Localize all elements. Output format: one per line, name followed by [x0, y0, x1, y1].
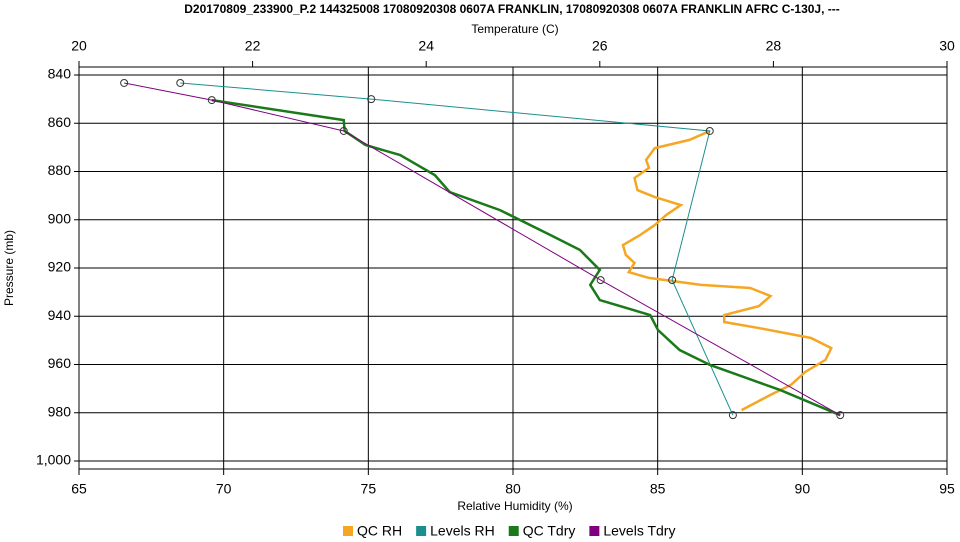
y-tick-label: 960: [48, 355, 72, 371]
point-marker: [367, 95, 376, 104]
x2-tick-label: 28: [766, 38, 782, 54]
x-tick-label: 95: [939, 481, 955, 497]
x-tick-label: 80: [505, 481, 521, 497]
y-tick-label: 940: [48, 307, 72, 323]
x2-axis-label: Temperature (C): [471, 22, 558, 36]
point-marker: [728, 411, 737, 420]
series-line: [124, 82, 841, 416]
point-marker: [836, 411, 845, 420]
legend-swatch: [508, 526, 519, 536]
x-axis-label: Relative Humidity (%): [457, 499, 572, 513]
y-tick-label: 880: [48, 162, 72, 178]
x-tick-label: 75: [361, 481, 377, 497]
x2-tick-label: 24: [418, 38, 434, 54]
point-marker: [596, 276, 605, 285]
point-marker: [176, 78, 185, 87]
y-axis-label: Pressure (mb): [2, 230, 16, 306]
legend-swatch: [343, 526, 353, 536]
y-tick-label: 860: [48, 114, 72, 130]
x-tick-label: 70: [216, 481, 232, 497]
x2-tick-label: 30: [939, 38, 955, 54]
legend-swatch: [416, 526, 427, 536]
point-marker: [339, 126, 348, 135]
legend-swatch: [589, 526, 600, 536]
series-line: [211, 98, 841, 417]
y-tick-label: 840: [48, 66, 72, 82]
chart-title: D20170809_233900_P.2 144325008 170809203…: [184, 2, 840, 16]
series-line: [180, 82, 734, 416]
y-tick-label: 980: [48, 403, 72, 419]
point-marker: [120, 78, 129, 87]
point-marker: [705, 126, 714, 135]
legend-label: Levels RH: [430, 523, 495, 539]
legend-label: Levels Tdry: [603, 523, 675, 539]
x-tick-label: 90: [795, 481, 811, 497]
x2-tick-label: 26: [592, 38, 608, 54]
x-tick-label: 65: [71, 481, 87, 497]
x2-tick-label: 20: [71, 38, 87, 54]
y-tick-label: 920: [48, 259, 72, 275]
x-tick-label: 85: [650, 481, 666, 497]
legend-label: QC Tdry: [523, 523, 576, 539]
point-marker: [668, 276, 677, 285]
x2-tick-label: 22: [245, 38, 261, 54]
point-marker: [207, 96, 216, 105]
legend-label: QC RH: [357, 523, 402, 539]
y-tick-label: 1,000: [36, 452, 71, 468]
series-line: [621, 129, 833, 412]
y-tick-label: 900: [48, 210, 72, 226]
